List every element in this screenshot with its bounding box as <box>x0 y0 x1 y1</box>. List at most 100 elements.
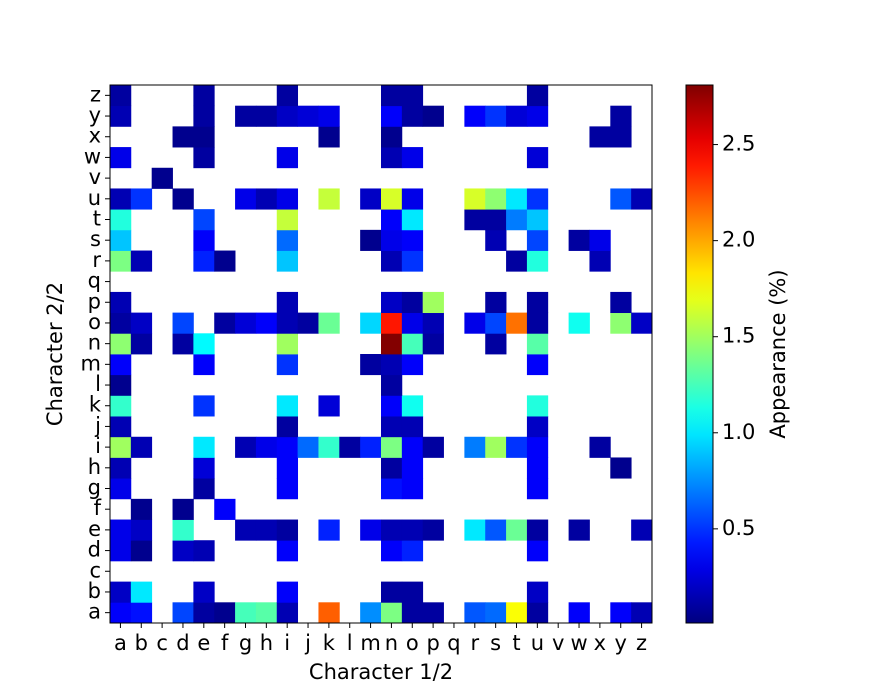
heatmap-cell <box>276 85 299 107</box>
y-tick-label: j <box>94 413 101 437</box>
heatmap-cell <box>381 229 403 251</box>
x-tick-label: v <box>552 631 564 655</box>
heatmap-cell <box>130 519 153 541</box>
heatmap-cell <box>485 333 507 355</box>
heatmap-cell <box>193 478 215 500</box>
heatmap-cell <box>610 291 632 314</box>
heatmap-cell <box>276 395 299 417</box>
heatmap-cell <box>401 229 424 251</box>
heatmap-cell <box>422 519 444 541</box>
heatmap-cell <box>526 291 549 314</box>
heatmap-cell <box>130 540 153 562</box>
heatmap-cell <box>610 602 632 624</box>
heatmap-cell <box>631 519 653 541</box>
y-tick-label: y <box>89 103 101 127</box>
y-tick-label: u <box>88 186 101 210</box>
heatmap-cell <box>485 602 507 624</box>
heatmap-cell <box>360 229 382 251</box>
heatmap-cell <box>401 540 424 562</box>
y-tick-label: a <box>88 600 101 624</box>
heatmap-cell <box>589 126 611 148</box>
heatmap-cell <box>526 478 549 500</box>
heatmap-cell <box>193 126 215 148</box>
y-tick-label: f <box>94 496 102 520</box>
heatmap-cell <box>276 291 299 314</box>
heatmap-cell <box>401 581 424 603</box>
heatmap-cell <box>506 209 528 231</box>
heatmap-cell <box>110 416 132 438</box>
heatmap-cell <box>276 209 299 231</box>
heatmap-cell <box>110 436 132 458</box>
heatmap-cell <box>110 147 132 169</box>
heatmap-cell <box>255 519 278 541</box>
heatmap-cell <box>631 312 653 334</box>
plot-frame <box>109 84 653 624</box>
y-tick-label: d <box>88 538 101 562</box>
colorbar-tick-label: 2.5 <box>722 132 755 156</box>
heatmap-cell <box>401 188 424 210</box>
y-tick-label: l <box>95 372 101 396</box>
heatmap-cell <box>422 602 444 624</box>
heatmap-cell <box>526 250 549 272</box>
heatmap-cell <box>255 602 278 624</box>
y-tick-label: h <box>88 455 101 479</box>
heatmap-cell <box>130 333 153 355</box>
heatmap-cell <box>526 457 549 479</box>
heatmap-cell <box>276 519 299 541</box>
x-tick-label: r <box>470 631 479 655</box>
heatmap-cell <box>464 105 486 127</box>
heatmap-cell <box>255 436 278 458</box>
heatmap-cell <box>401 395 424 417</box>
heatmap-cell <box>235 436 257 458</box>
heatmap-cell <box>130 602 153 624</box>
x-tick-label: p <box>426 631 439 655</box>
heatmap-cell <box>381 374 403 396</box>
heatmap-cell <box>485 519 507 541</box>
heatmap-cell <box>172 540 194 562</box>
heatmap-cell <box>401 333 424 355</box>
y-tick-label: c <box>89 558 101 582</box>
heatmap-cell <box>401 312 424 334</box>
heatmap-cell <box>110 229 132 251</box>
heatmap-cell <box>526 229 549 251</box>
heatmap-cell <box>276 602 299 624</box>
x-tick-label: w <box>570 631 587 655</box>
heatmap-cell <box>485 229 507 251</box>
heatmap-cell <box>172 188 194 210</box>
heatmap-cell <box>318 312 340 334</box>
heatmap-cell <box>589 229 611 251</box>
y-tick-label: k <box>89 393 102 417</box>
heatmap-cell <box>381 478 403 500</box>
heatmap-cell <box>464 209 486 231</box>
heatmap-cell <box>381 602 403 624</box>
heatmap-cell <box>506 105 528 127</box>
heatmap-cell <box>464 312 486 334</box>
heatmap-cell <box>318 188 340 210</box>
heatmap-cell <box>193 354 215 376</box>
heatmap-cell <box>276 147 299 169</box>
colorbar-tick-label: 2.0 <box>722 228 755 252</box>
heatmap-cell <box>506 188 528 210</box>
heatmap-cell <box>381 85 403 107</box>
heatmap-cell <box>422 333 444 355</box>
heatmap-cell <box>110 85 132 107</box>
heatmap-cell <box>130 436 153 458</box>
heatmap-cell <box>422 291 444 314</box>
heatmap-cell <box>526 333 549 355</box>
heatmap-cell <box>193 581 215 603</box>
heatmap-cell <box>360 312 382 334</box>
heatmap-cell <box>110 581 132 603</box>
heatmap-cell <box>297 105 319 127</box>
y-tick-label: b <box>88 579 101 603</box>
x-tick-label: g <box>239 631 252 655</box>
x-tick-label: k <box>323 631 336 655</box>
heatmap-cell <box>214 498 236 520</box>
x-tick-label: t <box>512 631 520 655</box>
colorbar-tick-label: 0.5 <box>722 516 755 540</box>
heatmap-cell <box>568 602 590 624</box>
heatmap-cell <box>172 126 194 148</box>
heatmap-cell <box>172 498 194 520</box>
heatmap-cell <box>214 312 236 334</box>
heatmap-cell <box>130 312 153 334</box>
y-axis-label: Character 2/2 <box>43 282 67 426</box>
